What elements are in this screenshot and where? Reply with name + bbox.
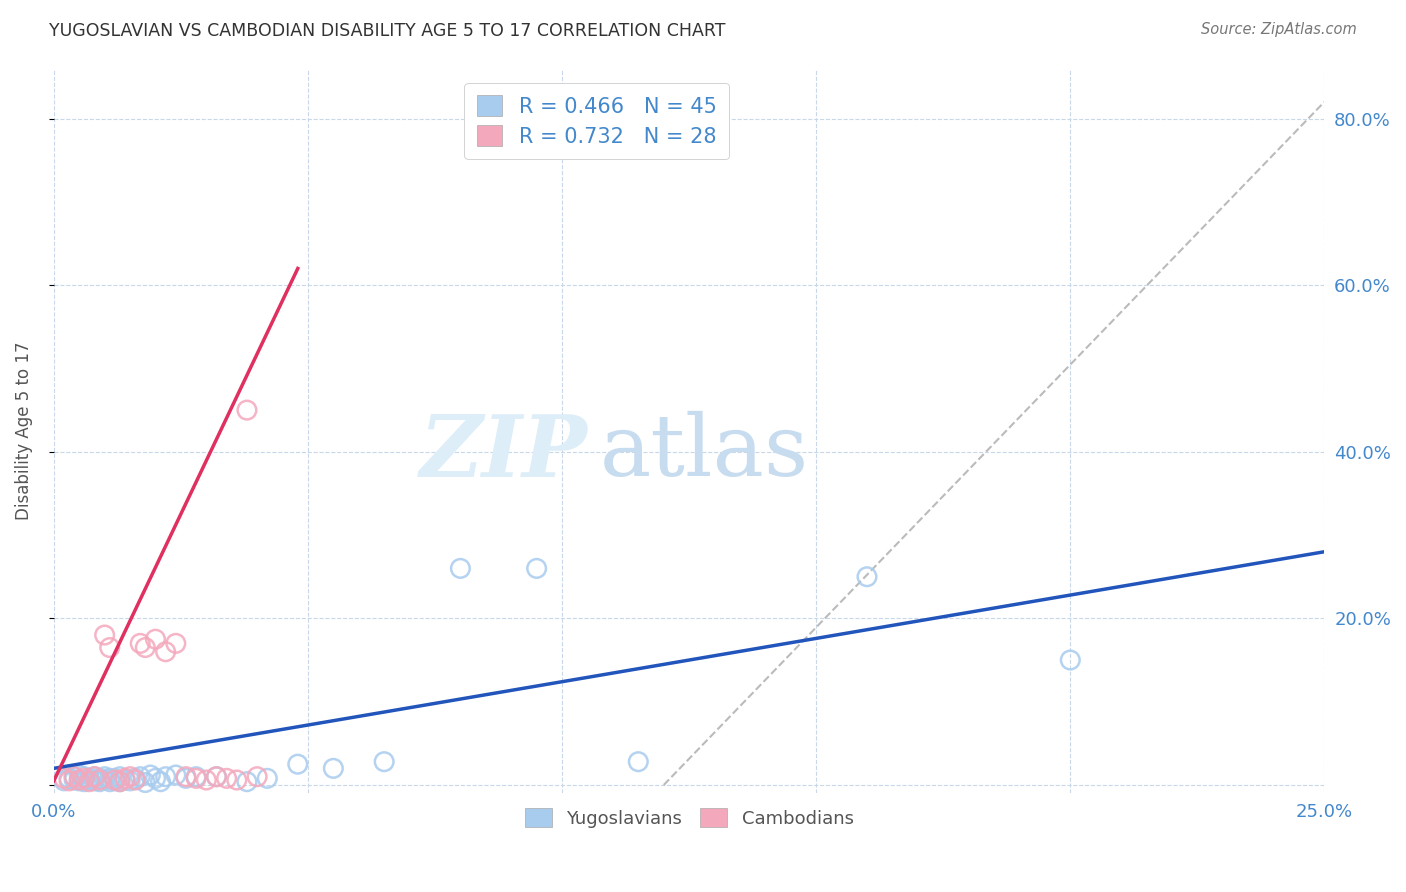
Point — [236, 403, 259, 417]
Point — [145, 772, 167, 786]
Point — [449, 561, 471, 575]
Point — [93, 772, 115, 787]
Text: YUGOSLAVIAN VS CAMBODIAN DISABILITY AGE 5 TO 17 CORRELATION CHART: YUGOSLAVIAN VS CAMBODIAN DISABILITY AGE … — [49, 22, 725, 40]
Point — [627, 755, 650, 769]
Point — [114, 772, 136, 786]
Point — [186, 772, 208, 786]
Point — [186, 770, 208, 784]
Point — [149, 774, 172, 789]
Point — [526, 561, 548, 575]
Point — [73, 770, 96, 784]
Point — [205, 770, 228, 784]
Point — [83, 770, 105, 784]
Point — [108, 774, 131, 789]
Point — [124, 772, 146, 786]
Point — [120, 770, 142, 784]
Point — [83, 773, 105, 788]
Point — [89, 772, 111, 787]
Point — [129, 636, 152, 650]
Point — [67, 773, 90, 788]
Point — [856, 570, 879, 584]
Point — [145, 632, 167, 647]
Point — [1059, 653, 1081, 667]
Point — [108, 774, 131, 789]
Point — [155, 770, 177, 784]
Point — [98, 774, 121, 789]
Text: atlas: atlas — [600, 411, 810, 494]
Point — [134, 640, 156, 655]
Y-axis label: Disability Age 5 to 17: Disability Age 5 to 17 — [15, 342, 32, 520]
Point — [322, 761, 344, 775]
Point — [120, 773, 142, 788]
Point — [174, 772, 197, 786]
Point — [373, 755, 395, 769]
Point — [256, 772, 278, 786]
Point — [215, 772, 238, 786]
Point — [155, 645, 177, 659]
Point — [134, 775, 156, 789]
Point — [174, 770, 197, 784]
Point — [104, 772, 127, 787]
Point — [98, 640, 121, 655]
Point — [73, 774, 96, 789]
Point — [79, 774, 101, 789]
Point — [79, 772, 101, 786]
Point — [108, 770, 131, 784]
Point — [129, 770, 152, 784]
Point — [79, 772, 101, 787]
Text: Source: ZipAtlas.com: Source: ZipAtlas.com — [1201, 22, 1357, 37]
Point — [83, 770, 105, 784]
Point — [236, 774, 259, 789]
Point — [205, 770, 228, 784]
Point — [104, 772, 127, 786]
Point — [165, 768, 187, 782]
Point — [67, 768, 90, 782]
Point — [89, 772, 111, 786]
Point — [98, 772, 121, 786]
Point — [53, 773, 76, 788]
Point — [93, 770, 115, 784]
Point — [139, 768, 162, 782]
Point — [67, 772, 90, 787]
Text: ZIP: ZIP — [419, 411, 588, 494]
Point — [114, 772, 136, 787]
Point — [63, 772, 86, 787]
Point — [195, 772, 218, 787]
Point — [246, 770, 269, 784]
Point — [287, 757, 309, 772]
Point — [53, 772, 76, 786]
Point — [165, 636, 187, 650]
Point — [73, 772, 96, 786]
Point — [63, 770, 86, 784]
Point — [93, 628, 115, 642]
Legend: Yugoslavians, Cambodians: Yugoslavians, Cambodians — [517, 801, 860, 835]
Point — [124, 772, 146, 787]
Point — [89, 774, 111, 789]
Point — [58, 772, 80, 786]
Point — [225, 772, 247, 787]
Point — [63, 770, 86, 784]
Point — [58, 773, 80, 788]
Point — [104, 773, 127, 788]
